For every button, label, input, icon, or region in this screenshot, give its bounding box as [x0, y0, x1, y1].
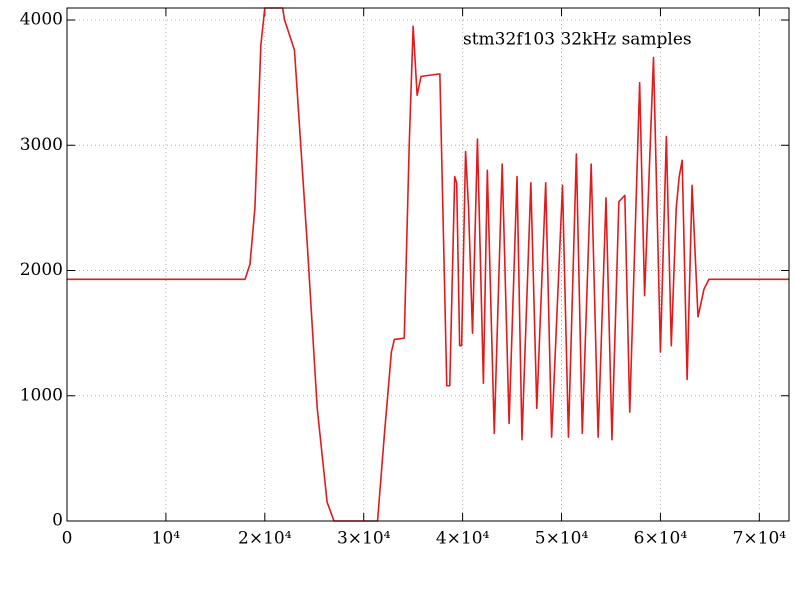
- annotation: stm32f103 32kHz samples: [463, 30, 692, 50]
- x-tick-label: 3×10⁴: [337, 529, 391, 549]
- x-tick-label: 2×10⁴: [238, 529, 292, 549]
- x-tick-label: 6×10⁴: [634, 529, 688, 549]
- y-tick-label: 1000: [20, 385, 63, 405]
- x-tick-label: 10⁴: [152, 529, 181, 549]
- y-tick-label: 3000: [20, 135, 63, 155]
- y-tick-label: 4000: [20, 10, 63, 30]
- x-tick-label: 0: [62, 529, 73, 549]
- x-tick-label: 7×10⁴: [733, 529, 787, 549]
- x-tick-label: 4×10⁴: [436, 529, 490, 549]
- y-tick-label: 2000: [20, 260, 63, 280]
- plot-frame: [66, 7, 790, 522]
- data-line: [67, 7, 789, 522]
- x-tick-label: 5×10⁴: [535, 529, 589, 549]
- y-tick-label: 0: [52, 511, 63, 531]
